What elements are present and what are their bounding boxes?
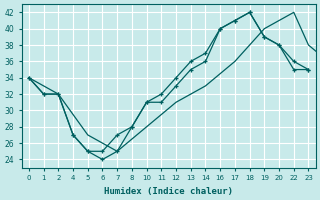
X-axis label: Humidex (Indice chaleur): Humidex (Indice chaleur) [104,187,233,196]
